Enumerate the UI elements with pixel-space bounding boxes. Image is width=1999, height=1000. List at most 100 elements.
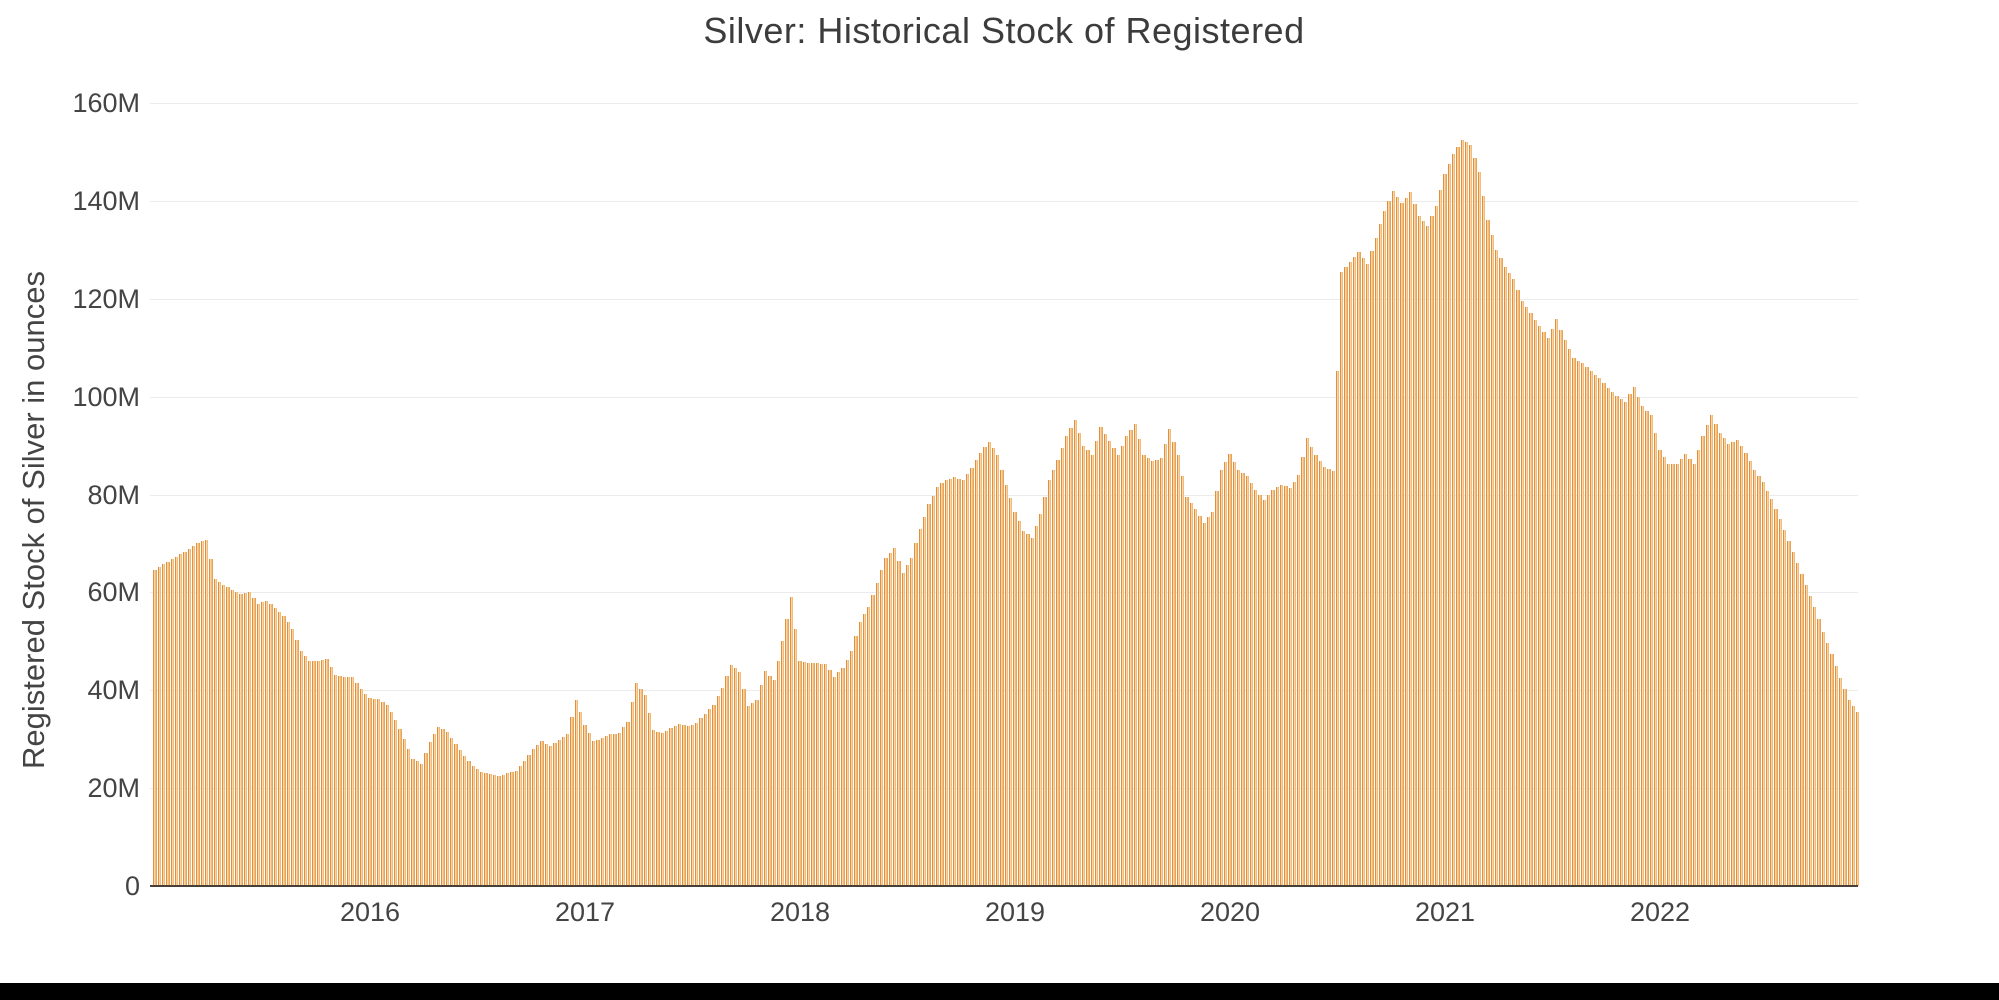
stock-bar <box>355 683 359 886</box>
stock-bar <box>540 741 544 886</box>
stock-bar <box>1486 220 1490 886</box>
bottom-black-bar <box>0 983 1999 1000</box>
stock-bar <box>1009 498 1013 886</box>
stock-bar <box>1129 429 1133 886</box>
stock-bar <box>467 761 471 886</box>
stock-bar <box>342 676 346 886</box>
stock-bar <box>1181 476 1185 886</box>
stock-bar <box>854 636 858 886</box>
stock-bar <box>613 733 617 886</box>
stock-bar <box>514 770 518 886</box>
stock-bar <box>1709 415 1714 886</box>
stock-bar <box>381 701 385 886</box>
stock-bar <box>712 704 716 886</box>
stock-bar <box>1353 257 1357 886</box>
stock-bar <box>462 756 467 886</box>
stock-bar <box>974 460 978 886</box>
stock-bar <box>918 528 923 886</box>
stock-bar <box>1675 464 1679 886</box>
stock-bar <box>1783 529 1787 886</box>
stock-bar <box>290 629 295 886</box>
stock-bar <box>1361 258 1365 886</box>
stock-bar <box>832 676 837 886</box>
stock-bar <box>639 689 643 886</box>
stock-bar <box>948 478 953 886</box>
stock-bar <box>802 662 806 886</box>
stock-bar <box>1374 237 1378 886</box>
plot-area[interactable] <box>150 95 1860 886</box>
stock-bar <box>600 738 604 886</box>
stock-bar <box>376 699 381 886</box>
stock-bar <box>1314 455 1318 886</box>
x-tick-label: 2021 <box>1414 897 1476 927</box>
stock-bar <box>630 702 634 886</box>
stock-bar <box>1843 689 1847 886</box>
stock-bar <box>1546 337 1550 886</box>
stock-bar <box>1318 461 1322 886</box>
stock-bar <box>1439 189 1443 886</box>
stock-bar <box>1060 448 1064 886</box>
stock-bar <box>187 549 192 886</box>
stock-bar <box>815 662 819 886</box>
stock-bar <box>1090 455 1095 886</box>
stock-bar <box>1813 607 1817 886</box>
stock-bar <box>1159 457 1163 886</box>
stock-bar <box>265 600 269 886</box>
y-tick-label: 60M <box>87 577 140 608</box>
stock-bar <box>488 774 493 886</box>
stock-bar <box>1658 450 1662 886</box>
stock-bar <box>1804 585 1808 886</box>
stock-bar <box>626 722 630 886</box>
stock-bar <box>587 732 591 886</box>
stock-bar <box>923 516 927 886</box>
stock-bar <box>1073 419 1077 886</box>
stock-bar <box>1718 433 1722 886</box>
stock-bar <box>1770 499 1774 886</box>
stock-bar <box>346 676 351 886</box>
stock-bar <box>1267 494 1271 886</box>
stock-bar <box>755 700 759 886</box>
stock-bar <box>1615 395 1619 886</box>
stock-bar <box>192 546 196 886</box>
stock-bar <box>1310 446 1314 886</box>
stock-bar <box>1684 453 1688 886</box>
gridline-80M <box>150 494 1858 496</box>
stock-bar <box>153 570 157 886</box>
stock-bar <box>901 572 905 886</box>
stock-bar <box>1305 438 1310 886</box>
stock-bar <box>768 675 772 886</box>
stock-bar <box>1116 455 1120 886</box>
stock-bar <box>1748 461 1752 886</box>
stock-bar <box>940 483 944 886</box>
gridline-120M <box>150 298 1858 300</box>
stock-bar <box>1851 706 1856 886</box>
stock-bar <box>1258 494 1262 886</box>
stock-bar <box>695 722 699 886</box>
stock-bar <box>1297 474 1301 886</box>
stock-bar <box>897 560 901 886</box>
stock-bar <box>574 700 579 886</box>
stock-bar <box>1103 433 1107 886</box>
stock-bar <box>931 495 935 886</box>
stock-bar <box>781 641 785 886</box>
stock-bar <box>1507 273 1512 886</box>
x-tick-label: 2017 <box>554 897 616 927</box>
stock-bar <box>338 675 342 886</box>
stock-bar <box>824 664 828 886</box>
stock-bar <box>484 773 488 886</box>
y-tick-label: 120M <box>72 283 140 314</box>
y-tick-label: 100M <box>72 381 140 412</box>
stock-bar <box>1249 482 1254 886</box>
stock-bar <box>1288 488 1292 886</box>
stock-bar <box>1559 329 1563 886</box>
stock-bar <box>609 734 613 886</box>
stock-bar <box>1563 340 1568 886</box>
stock-bar <box>1451 154 1456 886</box>
stock-bar <box>1176 455 1181 886</box>
stock-bar <box>1757 476 1761 886</box>
stock-bar <box>1021 531 1026 886</box>
stock-bar <box>690 724 695 886</box>
stock-bar <box>716 696 720 886</box>
stock-bar <box>544 743 548 886</box>
stock-bar <box>647 712 652 886</box>
